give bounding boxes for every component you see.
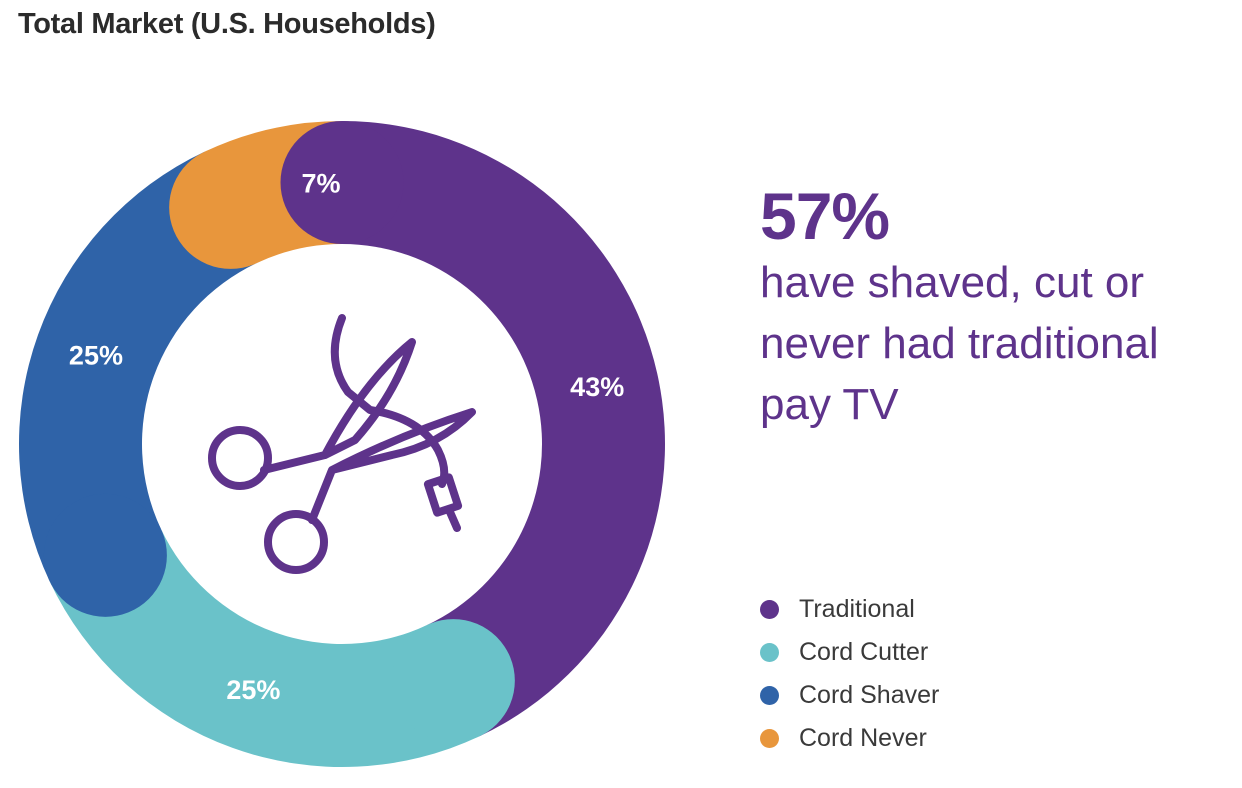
chart-title: Total Market (U.S. Households)	[18, 8, 436, 40]
donut-segment-labels: 43% 25% 25% 7%	[69, 168, 624, 705]
segment-label-cord-never: 7%	[302, 168, 341, 198]
donut-segment-cap-traditional	[280, 121, 404, 244]
legend-item-cord-shaver: Cord Shaver	[760, 674, 939, 717]
legend-label: Cord Never	[799, 724, 927, 752]
donut-chart: 43% 25% 25% 7%	[19, 121, 665, 768]
legend-dot	[760, 729, 779, 748]
scissors-cutting-cord-icon	[208, 314, 476, 574]
legend-item-traditional: Traditional	[760, 588, 939, 631]
legend-label: Cord Cutter	[799, 638, 929, 666]
callout-percent: 57%	[760, 179, 890, 253]
donut-segment-cord-cutter	[49, 529, 480, 768]
legend-dot	[760, 686, 779, 705]
legend-label: Traditional	[799, 595, 915, 623]
legend-label: Cord Shaver	[799, 681, 940, 709]
segment-label-traditional: 43%	[570, 372, 624, 402]
donut-segment-cap-cord-cutter	[391, 619, 515, 743]
segment-label-cord-cutter: 25%	[226, 675, 280, 705]
callout-text: have shaved, cut or never had traditiona…	[760, 258, 1159, 429]
donut-segment-cap-cord-shaver	[43, 493, 167, 617]
legend-item-cord-cutter: Cord Cutter	[760, 631, 939, 674]
legend-item-cord-never: Cord Never	[760, 717, 939, 760]
donut-segments	[19, 121, 665, 768]
segment-label-cord-shaver: 25%	[69, 340, 123, 370]
donut-segment-cord-shaver	[19, 151, 257, 582]
legend-dot	[760, 643, 779, 662]
legend-dot	[760, 600, 779, 619]
callout: 57% have shaved, cut or never had tradit…	[760, 180, 1230, 435]
legend: Traditional Cord Cutter Cord Shaver Cord Ne…	[760, 588, 939, 760]
donut-segment-cap-cord-never	[169, 145, 293, 269]
donut-segment-traditional	[342, 121, 665, 737]
